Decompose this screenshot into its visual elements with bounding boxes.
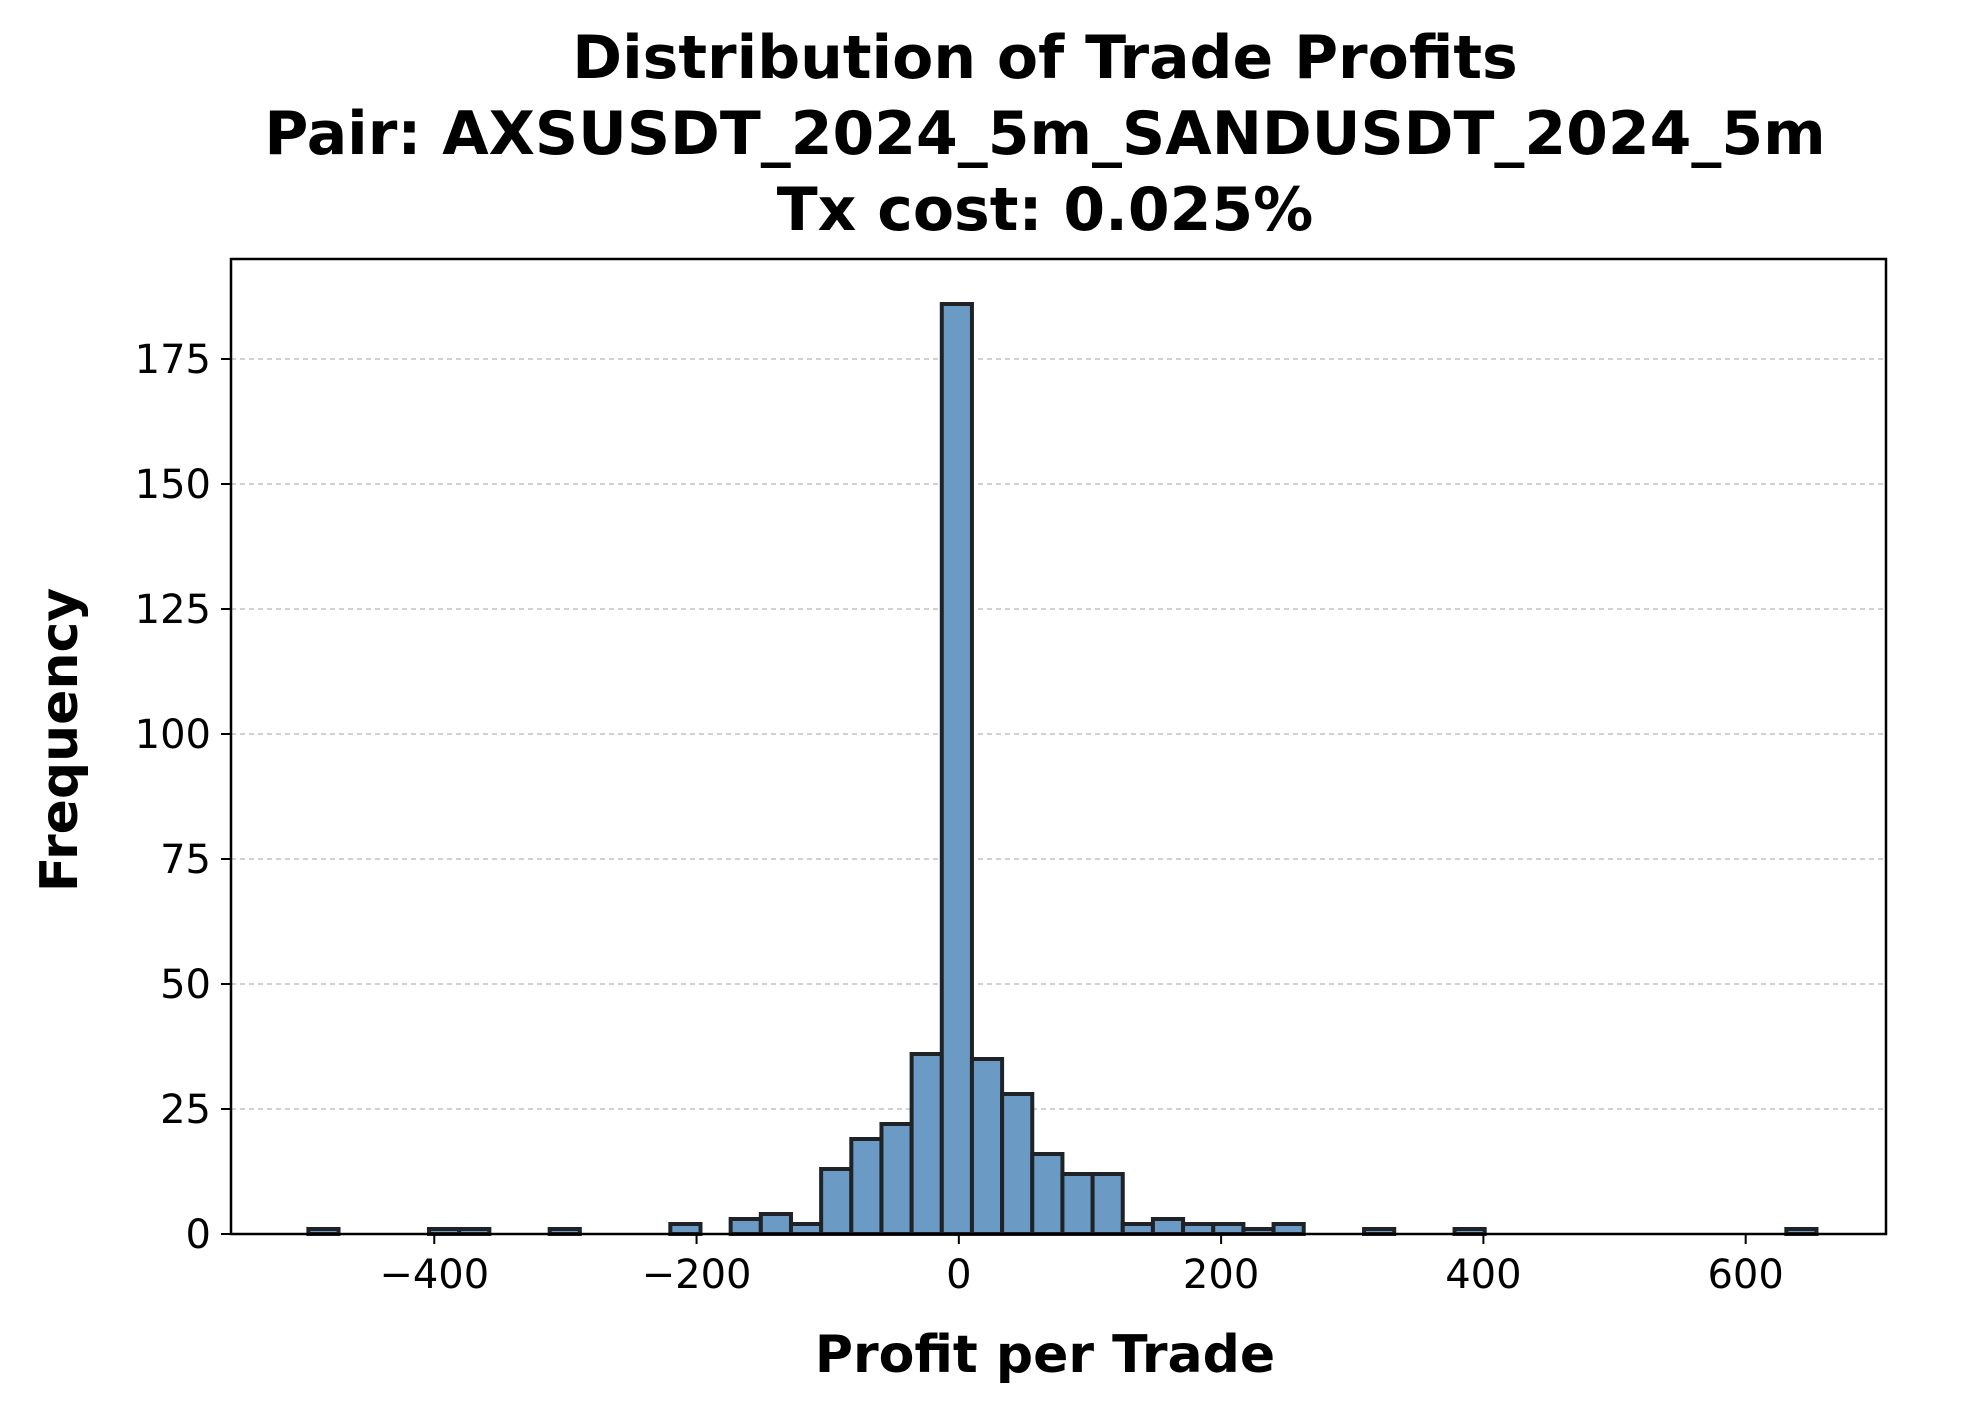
x-axis-label: Profit per Trade xyxy=(815,1325,1275,1385)
histogram-bar xyxy=(849,1137,884,1236)
histogram-bar xyxy=(1060,1172,1095,1236)
histogram-bar xyxy=(728,1217,763,1236)
chart-title-line-3: Tx cost: 0.025% xyxy=(777,175,1313,245)
y-tick-label: 75 xyxy=(160,837,211,883)
y-tick-label: 175 xyxy=(135,337,211,383)
y-tick-label: 100 xyxy=(135,712,211,758)
histogram-bar xyxy=(788,1222,824,1236)
histogram-bar xyxy=(939,302,974,1236)
histogram-bars xyxy=(306,302,1819,1236)
histogram-bar xyxy=(1150,1217,1186,1236)
x-tick-label: −200 xyxy=(642,1252,752,1298)
x-tick-label: 600 xyxy=(1707,1252,1783,1298)
y-axis-label: Frequency xyxy=(30,588,90,892)
histogram-bar xyxy=(1120,1222,1155,1236)
plot-frame xyxy=(229,257,1888,1236)
histogram-bar xyxy=(879,1122,914,1236)
x-axis-ticks: −400 −200 0 200 400 600 xyxy=(379,1234,1784,1298)
plot-area-border xyxy=(229,257,1888,1236)
chart-title-line-2: Pair: AXSUSDT_2024_5m_SANDUSDT_2024_5m xyxy=(264,99,1825,169)
histogram-bar xyxy=(1030,1152,1065,1236)
histogram-bar xyxy=(1271,1222,1306,1236)
histogram-bar xyxy=(909,1052,944,1236)
x-tick-label: 200 xyxy=(1183,1252,1259,1298)
histogram-bar xyxy=(668,1222,703,1236)
y-gridlines xyxy=(231,358,1886,1110)
x-tick-label: 0 xyxy=(946,1252,971,1298)
histogram-bar xyxy=(969,1057,1005,1236)
histogram-bar xyxy=(1000,1092,1035,1236)
y-axis-ticks: 0 25 50 75 100 125 150 175 xyxy=(135,337,231,1258)
histogram-bar xyxy=(1181,1222,1216,1236)
histogram-bar xyxy=(819,1167,854,1236)
y-tick-label: 0 xyxy=(186,1212,211,1258)
x-tick-label: 400 xyxy=(1445,1252,1521,1298)
y-tick-label: 125 xyxy=(135,587,211,633)
y-tick-label: 50 xyxy=(160,962,211,1008)
histogram-bar xyxy=(1090,1172,1125,1236)
chart-title-line-1: Distribution of Trade Profits xyxy=(572,23,1517,93)
y-tick-label: 25 xyxy=(160,1087,211,1133)
y-tick-label: 150 xyxy=(135,462,211,508)
x-tick-label: −400 xyxy=(379,1252,489,1298)
histogram-bar xyxy=(1211,1222,1246,1236)
histogram-bar xyxy=(758,1212,793,1236)
